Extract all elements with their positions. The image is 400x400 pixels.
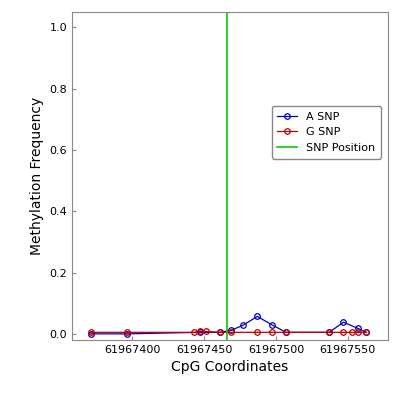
G SNP [198, 329, 202, 334]
A SNP [88, 332, 93, 336]
G SNP [192, 330, 196, 335]
G SNP [255, 330, 260, 335]
G SNP [356, 330, 360, 335]
G SNP [327, 330, 332, 335]
A SNP [327, 330, 332, 335]
A SNP [341, 320, 346, 325]
Line: G SNP: G SNP [88, 329, 369, 335]
A SNP [124, 332, 129, 336]
A SNP [364, 330, 369, 335]
Legend: A SNP, G SNP, SNP Position: A SNP, G SNP, SNP Position [272, 106, 381, 159]
X-axis label: CpG Coordinates: CpG Coordinates [171, 360, 289, 374]
G SNP [218, 330, 222, 335]
A SNP [255, 314, 260, 319]
A SNP [240, 323, 245, 328]
A SNP [229, 328, 234, 332]
G SNP [341, 330, 346, 335]
G SNP [88, 330, 93, 335]
G SNP [269, 330, 274, 335]
G SNP [124, 330, 129, 335]
A SNP [269, 322, 274, 327]
A SNP [356, 326, 360, 331]
G SNP [350, 330, 354, 335]
Y-axis label: Methylation Frequency: Methylation Frequency [30, 97, 44, 255]
A SNP [198, 330, 202, 335]
Line: A SNP: A SNP [88, 314, 369, 337]
A SNP [284, 330, 288, 335]
G SNP [229, 330, 234, 335]
G SNP [284, 330, 288, 335]
G SNP [364, 330, 369, 335]
A SNP [218, 330, 222, 335]
G SNP [203, 329, 208, 334]
